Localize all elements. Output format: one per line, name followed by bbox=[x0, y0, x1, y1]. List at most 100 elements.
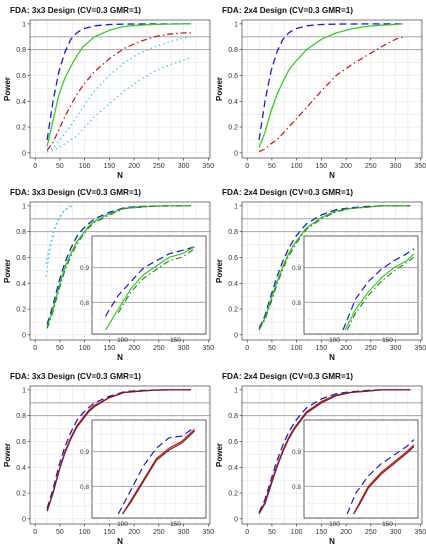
x-tick-label: 150 bbox=[104, 345, 116, 352]
series-line-2 bbox=[46, 205, 191, 328]
y-tick-label: 0.2 bbox=[228, 307, 238, 314]
series-line-3 bbox=[46, 389, 191, 512]
x-axis-label: N bbox=[117, 353, 123, 362]
x-tick-label: 150 bbox=[104, 163, 116, 170]
x-tick-label: 150 bbox=[316, 345, 328, 352]
y-tick-label: 0 bbox=[234, 516, 238, 523]
inset-series-group bbox=[342, 248, 415, 331]
x-tick-label: 100 bbox=[79, 529, 91, 536]
x-tick-label: 250 bbox=[365, 529, 377, 536]
y-tick-label: 0.8 bbox=[228, 413, 238, 420]
plot-frame bbox=[29, 385, 211, 525]
series-group bbox=[46, 389, 191, 512]
chart-panel-4: FDA: 2x4 Design (CV=0.3 GMR=1) 0 0.2 0.4 0.6… bbox=[215, 188, 426, 362]
plot-frame bbox=[241, 201, 423, 341]
inset-series-line-3 bbox=[346, 256, 415, 331]
x-tick-label: 100 bbox=[79, 345, 91, 352]
x-tick-label: 300 bbox=[178, 529, 190, 536]
x-tick-label: 250 bbox=[153, 529, 165, 536]
chart-title: FDA: 3x3 Design (CV=0.3 GMR=1) bbox=[10, 372, 141, 381]
chart-title: FDA: 2x4 Design (CV=0.3 GMR=1) bbox=[222, 188, 353, 197]
y-tick-label: 0 bbox=[22, 516, 26, 523]
inset-x-tick-label: 100 bbox=[117, 521, 128, 528]
inset-y-tick-label: 0.8 bbox=[80, 300, 89, 307]
y-tick-label: 0.2 bbox=[228, 125, 238, 132]
inset-series-line-3 bbox=[122, 430, 196, 515]
inset-series-line-2 bbox=[344, 253, 415, 331]
inset-chart: 0.8 0.9 100 150 bbox=[80, 235, 207, 344]
inset-y-tick-label: 0.9 bbox=[80, 265, 89, 272]
series-line-5 bbox=[45, 205, 71, 265]
series-line-3 bbox=[46, 205, 191, 329]
x-tick-label: 300 bbox=[178, 345, 190, 352]
x-tick-label: 0 bbox=[245, 163, 249, 170]
y-tick-label: 1 bbox=[234, 387, 238, 394]
chart-panel-3: FDA: 3x3 Design (CV=0.3 GMR=1) 0 0.2 0.4 0.6… bbox=[3, 188, 214, 362]
x-tick-label: 200 bbox=[128, 163, 140, 170]
x-tick-label: 150 bbox=[316, 163, 328, 170]
series-line-3 bbox=[258, 389, 411, 515]
y-tick-label: 0 bbox=[234, 150, 238, 157]
x-tick-label: 250 bbox=[153, 163, 165, 170]
y-tick-label: 0.8 bbox=[228, 229, 238, 236]
inset-x-tick-label: 100 bbox=[117, 337, 128, 344]
series-group bbox=[258, 23, 404, 153]
chart-title: FDA: 3x3 Design (CV=0.3 GMR=1) bbox=[10, 6, 141, 15]
y-tick-label: 0.2 bbox=[16, 491, 26, 498]
plot-area bbox=[242, 20, 422, 158]
y-tick-label: 0.4 bbox=[16, 99, 26, 106]
inset-chart: 0.8 0.9 100 150 bbox=[292, 419, 419, 528]
inset-chart: 0.8 0.9 100 150 bbox=[292, 235, 419, 344]
x-tick-label: 150 bbox=[316, 529, 328, 536]
x-tick-label: 250 bbox=[365, 163, 377, 170]
inset-series-line-3 bbox=[117, 248, 195, 314]
x-tick-label: 250 bbox=[365, 345, 377, 352]
series-line-2 bbox=[46, 23, 191, 147]
y-tick-label: 0.4 bbox=[228, 465, 238, 472]
inset-series-line-2 bbox=[104, 246, 195, 331]
x-tick-label: 300 bbox=[178, 163, 190, 170]
y-tick-label: 1 bbox=[22, 387, 26, 394]
plot-frame bbox=[241, 385, 423, 525]
series-group bbox=[45, 205, 191, 329]
y-tick-label: 0.6 bbox=[228, 73, 238, 80]
x-tick-label: 250 bbox=[153, 345, 165, 352]
series-line-1 bbox=[258, 389, 411, 513]
inset-series-line-1 bbox=[117, 427, 195, 515]
x-tick-label: 100 bbox=[79, 163, 91, 170]
x-tick-label: 200 bbox=[128, 345, 140, 352]
inset-series-line-2 bbox=[353, 444, 415, 515]
y-tick-label: 0.6 bbox=[228, 439, 238, 446]
x-tick-label: 0 bbox=[245, 345, 249, 352]
y-tick-label: 0.8 bbox=[16, 47, 26, 54]
x-tick-label: 350 bbox=[202, 529, 214, 536]
x-axis-label: N bbox=[329, 353, 335, 362]
inset-y-tick-label: 0.9 bbox=[80, 449, 89, 456]
x-axis-label: N bbox=[117, 171, 123, 180]
inset-x-tick-label: 150 bbox=[170, 337, 181, 344]
y-tick-label: 0.4 bbox=[16, 281, 26, 288]
inset-series-group bbox=[346, 439, 415, 515]
x-tick-label: 200 bbox=[340, 529, 352, 536]
y-tick-label: 0 bbox=[22, 150, 26, 157]
y-tick-label: 0 bbox=[22, 332, 26, 339]
chart-title: FDA: 3x3 Design (CV=0.3 GMR=1) bbox=[10, 188, 141, 197]
inset-series-line-1 bbox=[104, 246, 195, 317]
x-axis-label: N bbox=[117, 537, 123, 546]
x-tick-label: 100 bbox=[291, 529, 303, 536]
chart-panel-6: FDA: 2x4 Design (CV=0.3 GMR=1) 0 0.2 0.4 0.6… bbox=[215, 372, 426, 546]
x-tick-label: 50 bbox=[56, 163, 64, 170]
x-tick-label: 0 bbox=[33, 163, 37, 170]
x-tick-label: 350 bbox=[414, 529, 426, 536]
x-tick-label: 350 bbox=[202, 163, 214, 170]
y-tick-label: 1 bbox=[234, 203, 238, 210]
y-tick-label: 0.6 bbox=[228, 255, 238, 262]
y-tick-label: 0.4 bbox=[228, 281, 238, 288]
x-tick-label: 150 bbox=[104, 529, 116, 536]
x-tick-label: 300 bbox=[390, 529, 402, 536]
y-tick-label: 0.6 bbox=[16, 439, 26, 446]
x-tick-label: 100 bbox=[291, 163, 303, 170]
inset-series-line-1 bbox=[346, 439, 415, 515]
inset-x-tick-label: 100 bbox=[329, 521, 340, 528]
